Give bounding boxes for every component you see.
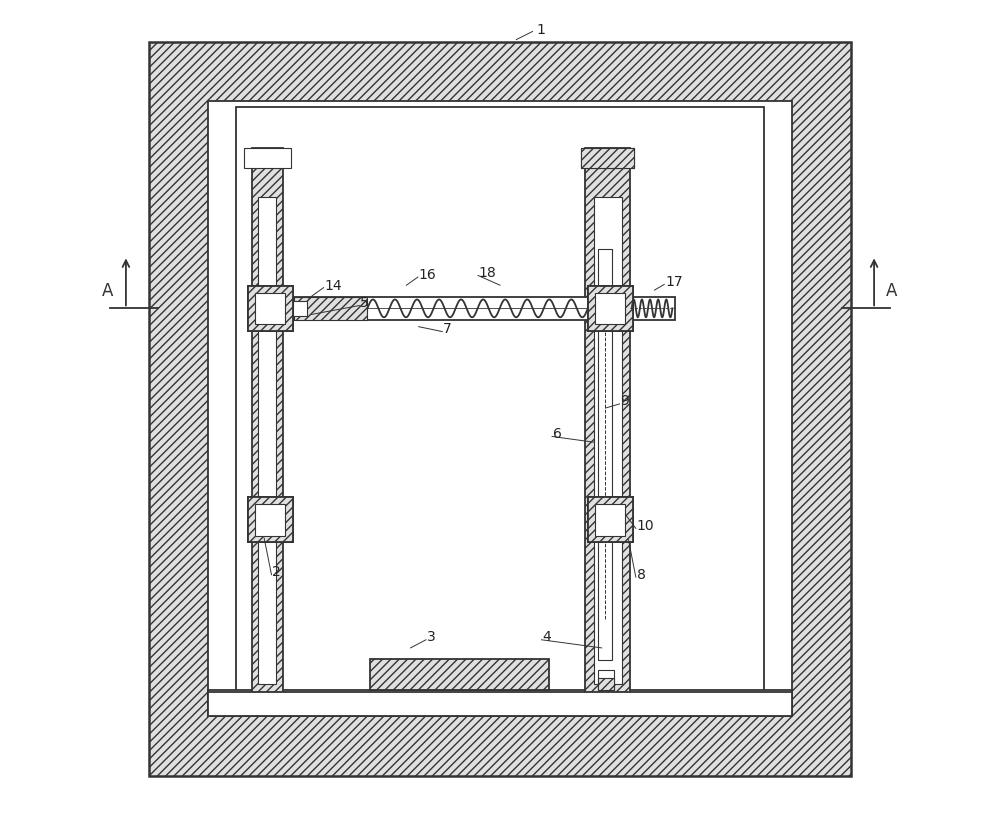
- Bar: [236, 107, 764, 701]
- Bar: [294, 297, 367, 320]
- Bar: [248, 498, 293, 542]
- Bar: [581, 148, 634, 168]
- Bar: [248, 286, 293, 330]
- Text: 4: 4: [542, 630, 551, 645]
- Bar: [208, 692, 792, 716]
- Bar: [598, 250, 612, 660]
- Bar: [585, 148, 630, 701]
- Bar: [248, 286, 293, 330]
- Text: 10: 10: [637, 519, 654, 533]
- Bar: [294, 297, 588, 320]
- Bar: [595, 504, 625, 535]
- Bar: [252, 148, 283, 701]
- Text: 3: 3: [427, 630, 436, 645]
- Bar: [370, 659, 549, 690]
- Text: 18: 18: [479, 266, 497, 280]
- Text: A: A: [886, 282, 898, 300]
- Bar: [598, 670, 614, 690]
- Bar: [208, 101, 792, 716]
- Text: 1: 1: [537, 23, 545, 37]
- Bar: [588, 286, 633, 330]
- Bar: [598, 678, 614, 690]
- Text: 7: 7: [443, 322, 452, 336]
- Text: 14: 14: [324, 279, 342, 293]
- Bar: [588, 498, 633, 542]
- Bar: [244, 148, 291, 168]
- Text: A: A: [102, 282, 114, 300]
- Bar: [258, 197, 276, 685]
- Bar: [588, 286, 633, 330]
- Bar: [293, 301, 307, 316]
- Bar: [588, 498, 633, 542]
- Bar: [248, 498, 293, 542]
- Bar: [255, 504, 285, 535]
- Text: 16: 16: [419, 268, 436, 282]
- Bar: [626, 297, 675, 320]
- Text: 6: 6: [553, 427, 562, 441]
- Bar: [208, 690, 792, 716]
- Bar: [149, 42, 851, 775]
- Text: 5: 5: [360, 296, 369, 310]
- Text: 17: 17: [665, 275, 683, 289]
- Text: 2: 2: [272, 565, 281, 579]
- Bar: [595, 292, 625, 324]
- Bar: [581, 148, 634, 168]
- Text: 9: 9: [620, 394, 629, 409]
- Bar: [594, 197, 622, 685]
- Bar: [255, 292, 285, 324]
- Text: 8: 8: [637, 568, 645, 582]
